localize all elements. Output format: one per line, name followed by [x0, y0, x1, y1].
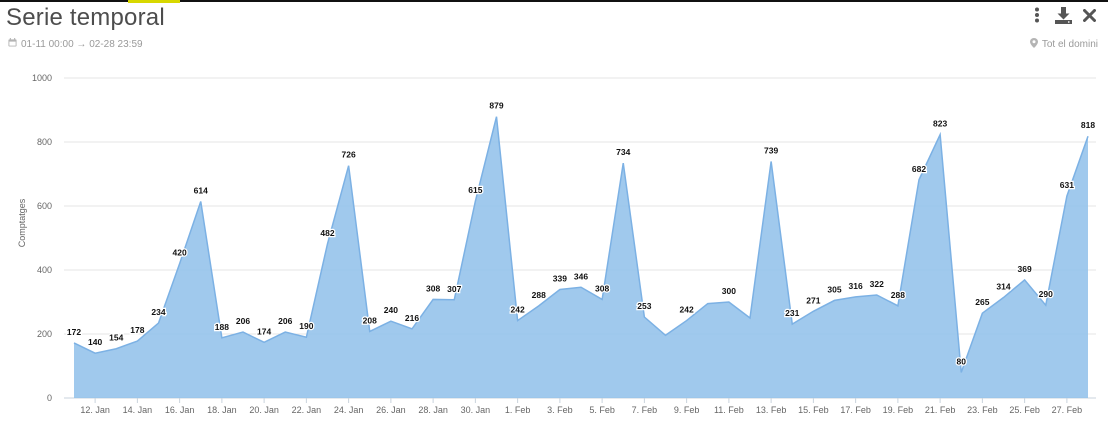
- x-tick-label: 30. Jan: [461, 405, 491, 415]
- data-label: 231: [785, 308, 799, 318]
- chart-series: [73, 116, 1089, 398]
- data-label: 174: [257, 326, 271, 336]
- data-label: 208: [363, 315, 377, 325]
- scope-indicator: Tot el domini: [1029, 38, 1098, 51]
- data-label: 216: [405, 313, 419, 323]
- time-series-chart: 0 200 400 600 800 1000 12. Jan 14. Jan 16. Jan 1…: [0, 55, 1108, 429]
- toolbar: [1028, 6, 1098, 24]
- x-tick-label: 18. Jan: [207, 405, 237, 415]
- data-label: 188: [215, 322, 229, 332]
- data-label: 614: [194, 186, 208, 196]
- data-label: 154: [109, 333, 123, 343]
- scope-text: Tot el domini: [1041, 39, 1098, 50]
- x-tick-label: 27. Feb: [1052, 405, 1083, 415]
- y-tick-label: 400: [37, 265, 52, 275]
- data-label: 206: [236, 316, 250, 326]
- x-tick-label: 24. Jan: [334, 405, 364, 415]
- data-label: 190: [299, 321, 313, 331]
- download-icon[interactable]: [1054, 6, 1072, 24]
- x-tick-label: 16. Jan: [165, 405, 195, 415]
- data-label: 734: [616, 147, 630, 157]
- close-icon[interactable]: [1080, 6, 1098, 24]
- data-label: 288: [891, 290, 905, 300]
- data-label: 339: [553, 274, 567, 284]
- calendar-icon: [8, 38, 17, 50]
- data-label: 369: [1018, 264, 1032, 274]
- x-tick-label: 14. Jan: [123, 405, 153, 415]
- data-label: 240: [384, 305, 398, 315]
- x-tick-label: 20. Jan: [249, 405, 279, 415]
- data-label: 739: [764, 146, 778, 156]
- x-tick-label: 23. Feb: [967, 405, 998, 415]
- x-tick-label: 21. Feb: [925, 405, 956, 415]
- data-label: 140: [88, 337, 102, 347]
- x-tick-label: 12. Jan: [80, 405, 110, 415]
- data-label: 322: [870, 279, 884, 289]
- data-label: 726: [342, 150, 356, 160]
- data-label: 288: [532, 290, 546, 300]
- data-label: 482: [320, 228, 334, 238]
- data-label: 308: [426, 283, 440, 293]
- x-tick-label: 11. Feb: [714, 405, 744, 415]
- data-label: 346: [574, 271, 588, 281]
- data-labels: 172 140 154 178 234 420 614 188 206 174 206 190 482 7…: [66, 99, 1097, 367]
- x-tick-label: 9. Feb: [674, 405, 700, 415]
- x-tick-label: 15. Feb: [798, 405, 829, 415]
- x-tick-label: 3. Feb: [547, 405, 573, 415]
- data-label: 242: [511, 305, 525, 315]
- data-label: 818: [1081, 120, 1095, 130]
- data-label: 682: [912, 164, 926, 174]
- data-label: 823: [933, 119, 947, 129]
- data-label: 420: [173, 248, 187, 258]
- date-range: 01-11 00:00 → 02-28 23:59: [8, 38, 143, 50]
- data-label: 178: [130, 325, 144, 335]
- date-range-text: 01-11 00:00 → 02-28 23:59: [21, 38, 143, 50]
- data-label: 271: [806, 295, 820, 305]
- pin-icon: [1029, 38, 1038, 51]
- window-accent-bar: [128, 0, 180, 3]
- y-axis: 0 200 400 600 800 1000: [32, 73, 52, 403]
- x-tick-label: 25. Feb: [1009, 405, 1040, 415]
- data-label: 172: [67, 327, 81, 337]
- more-vertical-icon[interactable]: [1028, 6, 1046, 24]
- data-label: 305: [827, 284, 841, 294]
- x-tick-label: 26. Jan: [376, 405, 406, 415]
- x-tick-label: 22. Jan: [292, 405, 322, 415]
- data-label: 265: [975, 297, 989, 307]
- data-label: 234: [151, 307, 165, 317]
- y-tick-label: 0: [47, 393, 52, 403]
- data-label: 253: [637, 301, 651, 311]
- data-label: 615: [468, 185, 482, 195]
- window-top-border: [0, 0, 1108, 2]
- area-series-fill: [74, 116, 1088, 398]
- x-tick-label: 5. Feb: [589, 405, 615, 415]
- y-tick-label: 1000: [32, 73, 52, 83]
- area-series-line: [73, 116, 1089, 373]
- data-label: 300: [722, 286, 736, 296]
- data-label: 631: [1060, 180, 1074, 190]
- x-tick-label: 13. Feb: [756, 405, 787, 415]
- y-tick-label: 800: [37, 137, 52, 147]
- y-tick-label: 200: [37, 329, 52, 339]
- data-label: 290: [1039, 289, 1053, 299]
- data-label: 242: [680, 305, 694, 315]
- data-label: 80: [957, 356, 967, 366]
- data-label: 314: [996, 282, 1010, 292]
- data-label: 316: [849, 281, 863, 291]
- data-label: 879: [489, 101, 503, 111]
- data-label: 308: [595, 283, 609, 293]
- y-axis-title: Comptatges: [17, 198, 27, 247]
- data-label: 206: [278, 316, 292, 326]
- x-tick-label: 19. Feb: [883, 405, 914, 415]
- x-tick-label: 17. Feb: [840, 405, 871, 415]
- x-tick-label: 1. Feb: [505, 405, 531, 415]
- y-tick-label: 600: [37, 201, 52, 211]
- data-label: 307: [447, 284, 461, 294]
- page-title: Serie temporal: [6, 4, 165, 31]
- x-tick-label: 28. Jan: [418, 405, 448, 415]
- x-axis: 12. Jan 14. Jan 16. Jan 18. Jan 20. Jan 22. J…: [80, 398, 1082, 415]
- x-tick-label: 7. Feb: [632, 405, 658, 415]
